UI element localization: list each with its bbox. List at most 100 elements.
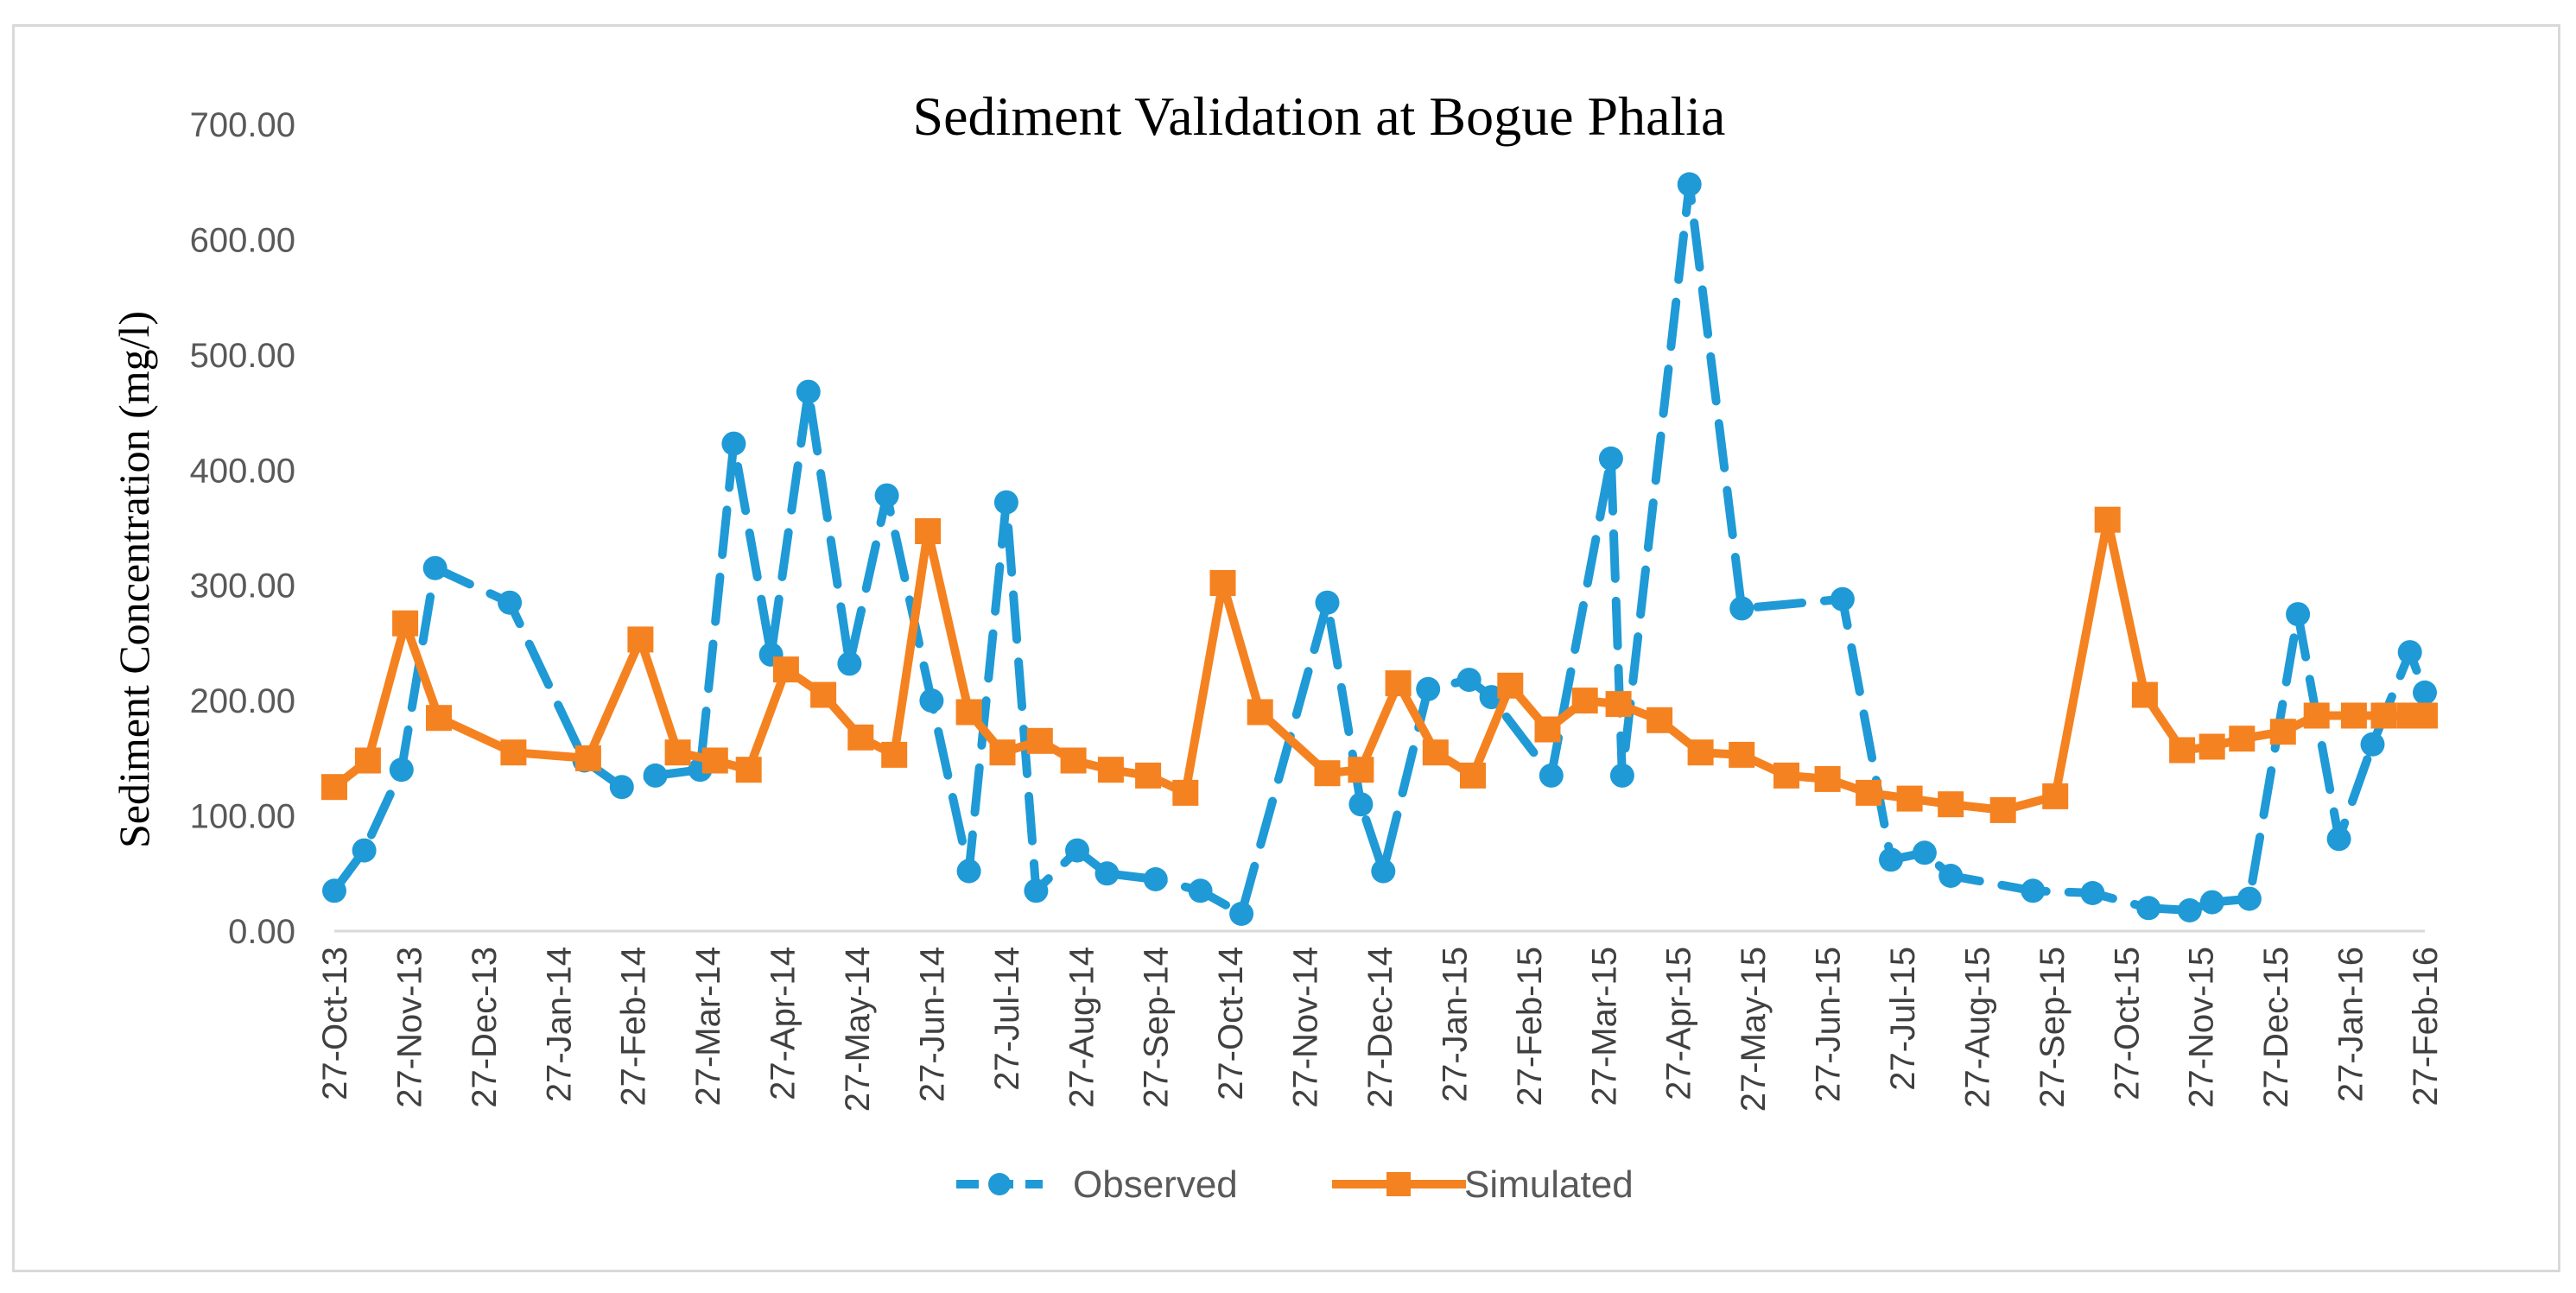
data-point-simulated [2229, 726, 2256, 752]
data-point-simulated [2131, 681, 2158, 708]
x-tick-label: 27-Jan-14 [540, 947, 578, 1102]
data-point-simulated [701, 747, 728, 774]
x-tick-label: 27-Mar-15 [1585, 947, 1623, 1106]
data-point-observed [1456, 668, 1482, 693]
data-point-observed [956, 859, 981, 884]
x-tick-label: 27-Oct-14 [1212, 947, 1250, 1100]
y-tick-label: 200.00 [190, 682, 295, 720]
data-point-simulated [2370, 702, 2397, 729]
data-point-simulated [810, 681, 837, 708]
data-point-observed [1938, 864, 1964, 888]
data-point-observed [389, 757, 414, 783]
data-point-observed [1188, 878, 1213, 903]
data-point-simulated [2269, 719, 2296, 745]
x-tick-labels: 27-Oct-13 27-Nov-13 27-Dec-13 27-Jan-14 27-F… [316, 947, 2445, 1112]
data-point-simulated [989, 739, 1016, 766]
data-point-simulated [2042, 783, 2069, 809]
y-tick-label: 100.00 [190, 798, 295, 836]
legend: Observed Simulated [956, 1163, 1634, 1206]
data-point-observed [2136, 896, 2161, 921]
x-tick-label: 27-Feb-15 [1511, 947, 1549, 1106]
data-point-observed [2286, 602, 2311, 627]
data-point-simulated [1605, 691, 1632, 718]
data-point-simulated [1026, 727, 1053, 754]
x-tick-label: 27-Oct-15 [2108, 947, 2146, 1100]
data-point-observed [1598, 446, 1623, 471]
x-tick-label: 27-Dec-13 [466, 947, 504, 1108]
data-point-simulated [881, 741, 908, 768]
x-tick-label: 27-Jan-16 [2332, 947, 2370, 1102]
data-point-simulated [664, 739, 691, 766]
x-tick-label: 27-Jun-15 [1810, 947, 1848, 1102]
data-point-observed [2326, 827, 2351, 852]
data-point-observed [1416, 676, 1441, 701]
data-point-observed [1912, 840, 1937, 865]
y-tick-label: 500.00 [190, 337, 295, 375]
y-tick-label: 700.00 [190, 106, 295, 144]
data-point-observed [2237, 886, 2262, 911]
data-point-observed [1371, 859, 1396, 884]
data-point-observed [609, 775, 634, 800]
data-point-observed [1229, 902, 1254, 926]
x-tick-label: 27-Nov-15 [2183, 947, 2221, 1108]
x-tick-label: 27-Nov-14 [1287, 947, 1325, 1108]
data-point-simulated [1856, 779, 1882, 806]
data-point-simulated [1135, 762, 1162, 789]
data-point-simulated [735, 757, 762, 783]
data-point-observed [1677, 172, 1702, 197]
data-point-simulated [354, 747, 381, 774]
x-tick-label: 27-Aug-15 [1958, 947, 1996, 1108]
data-point-simulated [847, 724, 874, 751]
data-point-observed [2413, 680, 2437, 705]
x-tick-label: 27-May-14 [839, 947, 877, 1112]
y-tick-label: 300.00 [190, 567, 295, 605]
data-point-simulated [2412, 702, 2438, 729]
data-point-observed [498, 590, 523, 615]
data-point-simulated [2303, 702, 2330, 729]
y-tick-label: 0.00 [228, 913, 295, 951]
data-point-observed [1539, 763, 1564, 788]
data-point-observed [796, 379, 821, 404]
legend-simulated-label: Simulated [1464, 1163, 1634, 1206]
data-point-observed [1315, 590, 1340, 615]
data-point-observed [837, 651, 862, 676]
data-point-observed [2360, 732, 2385, 757]
data-point-observed [643, 763, 668, 788]
y-axis-label: Sediment Concentration (mg/l) [110, 311, 158, 848]
data-point-observed [1094, 861, 1120, 886]
data-point-simulated [1460, 762, 1486, 789]
x-tick-label: 27-Mar-14 [689, 947, 727, 1106]
data-point-observed [352, 838, 377, 863]
x-tick-label: 27-Nov-13 [390, 947, 428, 1108]
data-point-simulated [1348, 757, 1374, 783]
data-point-simulated [915, 518, 942, 544]
data-point-observed [422, 555, 447, 580]
x-tick-label: 27-Feb-14 [615, 947, 653, 1106]
data-point-simulated [1060, 747, 1087, 774]
legend-item-simulated: Simulated [1332, 1163, 1634, 1206]
legend-simulated-marker [1386, 1172, 1411, 1196]
x-tick-label: 27-May-15 [1735, 947, 1773, 1112]
x-tick-label: 27-Sep-14 [1138, 947, 1176, 1108]
x-tick-label: 27-Sep-15 [2034, 947, 2072, 1108]
x-tick-label: 27-Dec-14 [1361, 947, 1399, 1108]
series-layer [321, 172, 2438, 926]
legend-observed-label: Observed [1073, 1163, 1238, 1206]
data-point-observed [2177, 898, 2202, 922]
data-point-simulated [1314, 760, 1341, 787]
data-point-simulated [2169, 737, 2196, 764]
x-tick-label: 27-Jun-14 [913, 947, 951, 1102]
data-point-simulated [1773, 762, 1799, 789]
data-point-observed [1348, 792, 1374, 817]
data-point-simulated [1938, 791, 1964, 818]
chart-title: Sediment Validation at Bogue Phalia [913, 86, 1726, 147]
data-point-observed [919, 688, 944, 713]
legend-observed-marker [988, 1173, 1011, 1195]
data-point-observed [1609, 763, 1634, 788]
data-point-observed [1024, 878, 1049, 903]
data-point-simulated [1172, 779, 1199, 806]
data-point-simulated [500, 739, 527, 766]
data-point-observed [1879, 847, 1903, 872]
chart-frame: Sediment Validation at Bogue Phalia Sedi… [12, 24, 2560, 1272]
data-point-observed [1729, 596, 1754, 621]
